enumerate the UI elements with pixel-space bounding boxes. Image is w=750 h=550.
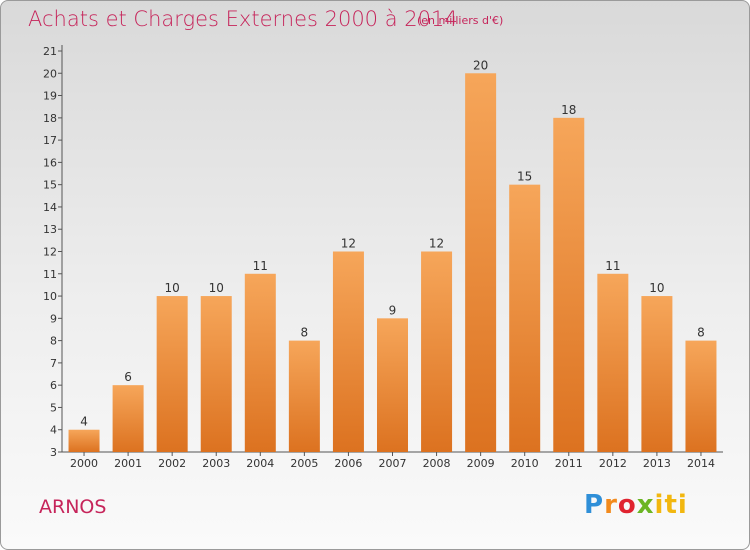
bar	[377, 318, 408, 452]
x-tick-label: 2011	[555, 457, 583, 470]
commune-name: ARNOS	[39, 496, 107, 518]
proxiti-logo[interactable]: Proxiti	[584, 490, 688, 520]
y-tick-label: 5	[50, 401, 57, 414]
logo-letter-1: P	[584, 490, 605, 520]
bar-value-label: 20	[473, 58, 488, 72]
y-tick-label: 17	[43, 134, 57, 147]
x-tick-label: 2008	[423, 457, 451, 470]
x-tick-label: 2006	[334, 457, 362, 470]
bar	[509, 184, 541, 452]
bar	[553, 117, 585, 452]
bar	[156, 296, 188, 452]
bar	[112, 385, 144, 452]
y-tick-label: 10	[43, 290, 57, 303]
bar-value-label: 11	[605, 259, 620, 273]
logo-letter-3: o	[617, 490, 637, 520]
y-tick-label: 7	[50, 357, 57, 370]
bar	[288, 340, 320, 452]
bar	[68, 429, 100, 452]
x-tick-label: 2013	[643, 457, 671, 470]
bar	[685, 340, 717, 452]
x-tick-label: 2007	[379, 457, 407, 470]
bar-value-label: 4	[80, 415, 88, 429]
x-tick-label: 2003	[202, 457, 230, 470]
chart-unit: (en milliers d'€)	[417, 14, 504, 27]
y-tick-label: 15	[43, 179, 57, 192]
bar	[200, 296, 232, 452]
x-tick-label: 2000	[70, 457, 98, 470]
y-tick-label: 8	[50, 335, 57, 348]
bar-value-label: 11	[253, 259, 268, 273]
bar-value-label: 8	[697, 326, 705, 340]
y-tick-label: 20	[43, 67, 57, 80]
y-tick-label: 12	[43, 246, 57, 259]
bar-value-label: 10	[165, 281, 180, 295]
x-tick-label: 2014	[687, 457, 715, 470]
bar-value-label: 15	[517, 170, 532, 184]
logo-letter-4: x	[636, 490, 655, 520]
y-tick-label: 19	[43, 90, 57, 103]
bar-value-label: 6	[124, 370, 132, 384]
bar-value-label: 10	[649, 281, 664, 295]
x-tick-label: 2010	[511, 457, 539, 470]
y-tick-label: 6	[50, 379, 57, 392]
bar-value-label: 10	[209, 281, 224, 295]
x-tick-label: 2002	[158, 457, 186, 470]
y-tick-label: 21	[43, 45, 57, 58]
y-tick-label: 9	[50, 312, 57, 325]
y-tick-label: 13	[43, 223, 57, 236]
bar-value-label: 12	[341, 237, 356, 251]
bar	[421, 251, 453, 452]
logo-letter-5: iti	[654, 490, 688, 520]
y-tick-label: 14	[43, 201, 57, 214]
x-tick-label: 2001	[114, 457, 142, 470]
x-tick-label: 2009	[467, 457, 495, 470]
y-tick-label: 16	[43, 156, 57, 169]
y-tick-label: 4	[50, 424, 57, 437]
bar-value-label: 9	[389, 303, 397, 317]
x-tick-label: 2012	[599, 457, 627, 470]
y-tick-label: 18	[43, 112, 57, 125]
logo-letter-2: r	[604, 490, 618, 520]
bar	[465, 73, 497, 453]
bar	[641, 296, 673, 452]
x-tick-label: 2004	[246, 457, 274, 470]
x-tick-label: 2005	[290, 457, 318, 470]
bar	[244, 273, 276, 452]
bar-value-label: 12	[429, 237, 444, 251]
y-tick-label: 3	[50, 446, 57, 459]
bar	[332, 251, 364, 452]
chart-title: Achats et Charges Externes 2000 à 2014	[28, 7, 458, 31]
y-tick-label: 11	[43, 268, 57, 281]
bar-value-label: 8	[301, 326, 309, 340]
bar	[597, 273, 629, 452]
bar-value-label: 18	[561, 103, 576, 117]
